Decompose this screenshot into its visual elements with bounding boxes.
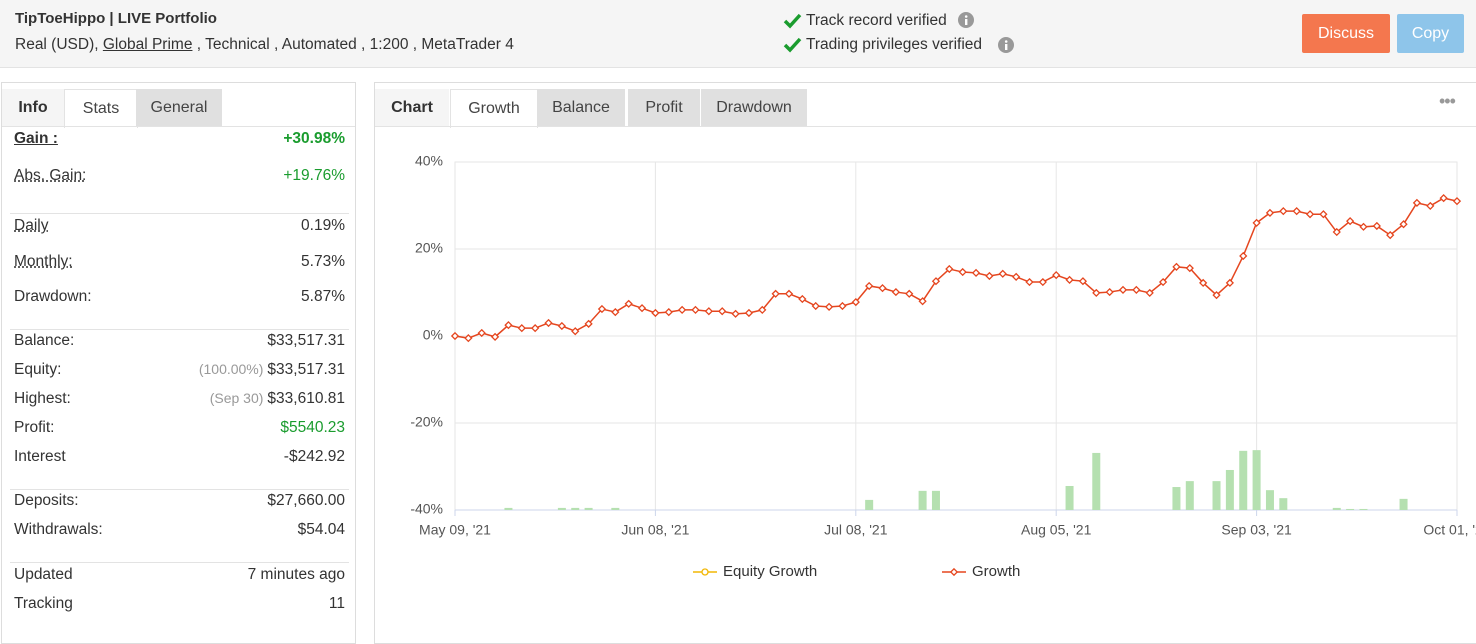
stat-label[interactable]: Daily: [14, 217, 49, 234]
divider: [10, 489, 349, 490]
tab: Info: [2, 89, 64, 127]
stat-value: $33,517.31: [267, 332, 345, 350]
stat-value-text: $54.04: [297, 521, 345, 538]
stat-value-text: 0.19%: [301, 217, 345, 234]
stat-value: 0.19%: [301, 217, 345, 235]
stat-value: 5.73%: [301, 253, 345, 271]
stat-value-text: $33,610.81: [267, 390, 345, 407]
divider: [10, 562, 349, 563]
stat-value-text: $33,517.31: [267, 361, 345, 378]
chart-panel: ••• Chart Growth Balance Profit Drawdown: [374, 82, 1476, 644]
stat-label: Equity:: [14, 361, 62, 378]
stat-value: 5.87%: [301, 288, 345, 306]
stat-value: (100.00%) $33,517.31: [199, 361, 345, 379]
account-prefix: Real (USD),: [15, 36, 99, 53]
stat-label[interactable]: Abs. Gain:: [14, 167, 87, 184]
stat-label: Updated: [14, 566, 73, 583]
stat-value-text: $33,517.31: [267, 332, 345, 349]
stat-value: 7 minutes ago: [248, 566, 345, 584]
account-info: Real (USD), Global Prime , Technical , A…: [15, 36, 514, 54]
stat-label[interactable]: Monthly:: [14, 253, 73, 270]
stat-value: $5540.23: [280, 419, 345, 437]
stat-note: (Sep 30): [209, 390, 264, 406]
discuss-button[interactable]: Discuss: [1302, 14, 1390, 53]
stat-value-text: -$242.92: [283, 448, 345, 465]
stat-value-text: +19.76%: [283, 167, 345, 184]
tab[interactable]: Profit: [628, 89, 700, 127]
stat-label: Deposits:: [14, 492, 79, 509]
stat-value: (Sep 30) $33,610.81: [210, 390, 345, 408]
stat-value: 11: [329, 595, 345, 613]
portfolio-title: TipToeHippo | LIVE Portfolio: [15, 10, 217, 27]
stat-value: +30.98%: [283, 130, 345, 148]
tab[interactable]: General: [136, 89, 222, 127]
header: TipToeHippo | LIVE Portfolio Real (USD),…: [0, 0, 1476, 68]
stat-note: (100.00%): [198, 361, 264, 377]
stats-panel: Info Stats General Gain : +30.98% Abs. Gain: +…: [1, 82, 356, 644]
tab: Chart: [375, 89, 449, 127]
more-menu[interactable]: •••: [1439, 91, 1456, 111]
stat-label: Balance:: [14, 332, 75, 349]
broker-link[interactable]: Global Prime: [102, 36, 193, 53]
stat-value: +19.76%: [283, 167, 345, 185]
verification: Trading privileges verified: [806, 36, 983, 53]
stat-label: Drawdown:: [14, 288, 92, 305]
divider: [10, 329, 349, 330]
stat-label: Withdrawals:: [14, 521, 103, 538]
tab-divider: [2, 126, 355, 127]
stat-value-text: $5540.23: [280, 419, 345, 436]
tab[interactable]: Drawdown: [701, 89, 807, 127]
copy-button[interactable]: Copy: [1397, 14, 1464, 53]
stat-value-text: 5.73%: [301, 253, 345, 270]
tab[interactable]: Stats: [64, 89, 138, 128]
stat-label[interactable]: Gain :: [14, 130, 58, 147]
stat-label: Interest: [14, 448, 66, 465]
stat-value-text: 7 minutes ago: [247, 566, 345, 583]
stat-label: Tracking: [14, 595, 73, 612]
stat-value-text: 5.87%: [301, 288, 345, 305]
tab[interactable]: Balance: [537, 89, 625, 127]
tab[interactable]: Growth: [450, 89, 538, 128]
stat-value: $27,660.00: [267, 492, 345, 510]
verify-icons: [783, 13, 802, 53]
stat-value-text: $27,660.00: [267, 492, 345, 509]
info-icons[interactable]: [958, 12, 1018, 54]
account-suffix: , Technical , Automated , 1:200 , MetaTr…: [196, 36, 514, 53]
verification: Track record verified: [806, 12, 947, 29]
stat-value: -$242.92: [284, 448, 345, 466]
stat-value-text: +30.98%: [283, 130, 345, 147]
tab-divider: [375, 126, 1476, 127]
stat-label: Profit:: [14, 419, 55, 436]
stat-value-text: 11: [328, 595, 345, 612]
stat-value: $54.04: [298, 521, 345, 539]
divider: [10, 213, 349, 214]
stat-label: Highest:: [14, 390, 71, 407]
